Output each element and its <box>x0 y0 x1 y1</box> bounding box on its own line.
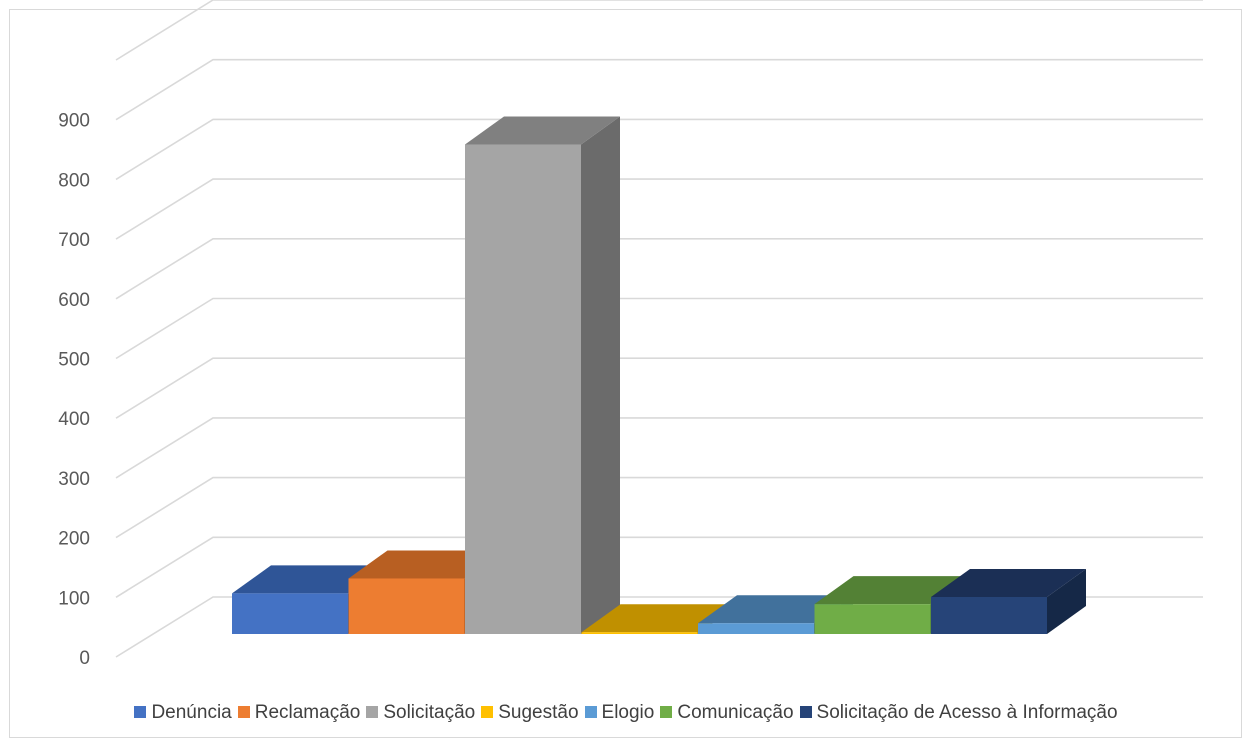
legend-swatch <box>799 706 812 718</box>
legend-swatch <box>134 706 147 718</box>
legend-swatch <box>584 706 597 718</box>
gridline <box>115 238 1203 300</box>
y-tick-label: 600 <box>58 290 90 311</box>
gridline <box>115 357 1203 419</box>
legend-item: Reclamação <box>237 702 361 724</box>
legend: Denúncia Reclamação Solicitação Sugestão Elo… <box>0 702 1252 724</box>
legend-item: Comunicação <box>660 702 794 724</box>
gridline <box>115 417 1203 479</box>
legend-swatch <box>237 706 250 718</box>
bar <box>465 116 620 634</box>
legend-label: Denúncia <box>151 702 232 723</box>
legend-label: Solicitação de Acesso à Informação <box>816 702 1118 723</box>
y-tick-label: 500 <box>58 350 90 371</box>
legend-swatch <box>660 706 673 718</box>
legend-label: Solicitação <box>383 702 476 723</box>
y-tick-label: 700 <box>58 230 90 251</box>
legend-label: Elogio <box>601 702 655 723</box>
legend-swatch <box>481 706 494 718</box>
gridline <box>115 118 1203 181</box>
legend-swatch <box>366 706 379 718</box>
y-tick-label: 0 <box>79 648 90 669</box>
gridlines <box>115 0 1203 658</box>
gridline <box>115 297 1203 360</box>
y-tick-label: 900 <box>58 111 90 132</box>
gridline <box>115 178 1203 240</box>
legend-item: Denúncia <box>134 702 232 724</box>
y-tick-label: 100 <box>58 588 90 609</box>
legend-item: Elogio <box>584 702 655 724</box>
legend-label: Sugestão <box>498 702 579 723</box>
gridline <box>115 476 1203 539</box>
gridline <box>115 536 1203 598</box>
legend-item: Solicitação de Acesso à Informação <box>799 702 1118 724</box>
y-tick-label: 400 <box>58 409 90 430</box>
gridline <box>115 58 1203 121</box>
gridline <box>115 0 1203 61</box>
legend-label: Comunicação <box>677 702 794 723</box>
legend-item: Solicitação <box>366 702 475 724</box>
legend-item: Sugestão <box>481 702 579 724</box>
y-tick-label: 300 <box>58 469 90 490</box>
y-tick-label: 200 <box>58 529 90 550</box>
legend-label: Reclamação <box>254 702 361 723</box>
bar <box>931 568 1086 634</box>
bars <box>232 116 1086 634</box>
y-tick-label: 800 <box>58 170 90 191</box>
y-axis-tick-labels: 0 100 200 300 400 500 600 700 800 900 <box>58 111 90 669</box>
